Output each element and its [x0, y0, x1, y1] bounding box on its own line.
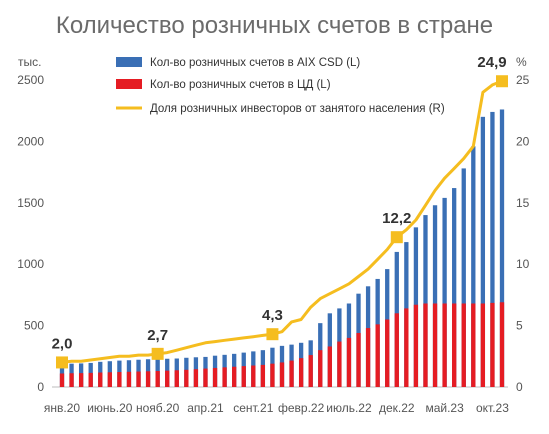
bar-cd: [461, 303, 466, 387]
bar-cd: [413, 304, 419, 387]
bar-aix-csd: [432, 205, 438, 387]
annotation-marker: [496, 75, 508, 88]
bar-cd: [337, 341, 342, 387]
annotation-label: 12,2: [382, 210, 411, 227]
bar-cd: [136, 371, 141, 387]
bar-cd: [126, 371, 132, 387]
bar-cd: [356, 332, 361, 387]
bar-cd: [385, 319, 390, 387]
bar-cd: [318, 350, 323, 387]
bar-cd: [232, 366, 237, 387]
bar-aix-csd: [423, 215, 428, 387]
bar-cd: [394, 313, 399, 387]
bar-cd: [260, 364, 266, 387]
bar-cd: [117, 372, 122, 387]
chart-title: Количество розничных счетов в стране: [55, 12, 494, 39]
bar-cd: [88, 372, 93, 387]
y-left-tick-label: 2500: [17, 73, 44, 87]
bar-cd: [212, 367, 218, 387]
bar-cd: [155, 371, 160, 387]
bar-cd: [432, 303, 438, 387]
bar-cd: [69, 373, 74, 387]
bar-cd: [480, 303, 486, 387]
annotation-marker: [390, 231, 403, 244]
y-left-unit: тыс.: [18, 55, 41, 69]
bar-cd: [490, 302, 495, 387]
y-left-tick-label: 500: [24, 319, 44, 333]
bar-cd: [174, 370, 179, 387]
bar-aix-csd: [490, 111, 495, 387]
x-tick-label: сент.21: [233, 401, 273, 415]
bar-cd: [442, 303, 447, 387]
legend-swatch-cd: [116, 79, 142, 89]
bar-cd: [59, 373, 65, 387]
y-right-tick-label: 5: [516, 319, 523, 333]
bar-aix-csd: [461, 168, 466, 387]
annotation-marker: [151, 347, 164, 360]
bar-cd: [499, 302, 505, 387]
x-tick-label: нояб.20: [136, 401, 180, 415]
bar-cd: [78, 373, 84, 387]
legend-label-cd: Кол-во розничных счетов в ЦД (L): [150, 79, 331, 91]
annotation-label: 2,0: [52, 335, 73, 352]
annotation-marker: [56, 356, 68, 369]
annotation-label: 2,7: [147, 327, 168, 344]
y-left-tick-label: 1000: [17, 257, 44, 271]
legend-label-share: Доля розничных инвесторов от занятого на…: [150, 103, 445, 115]
bar-aix-csd: [442, 197, 447, 387]
bar-cd: [375, 324, 380, 387]
bar-cd: [98, 372, 103, 387]
annotation-marker: [266, 328, 279, 341]
annotation-label: 4,3: [262, 307, 283, 324]
bar-aix-csd: [452, 188, 457, 387]
legend-swatch-aix-csd: [116, 57, 142, 67]
bar-cd: [145, 371, 151, 387]
bar-cd: [346, 337, 352, 387]
y-right-tick-label: 10: [516, 257, 530, 271]
annotation-label: 24,9: [477, 54, 506, 71]
x-tick-label: июнь.20: [87, 401, 133, 415]
y-left-tick-label: 2000: [17, 134, 44, 148]
bar-cd: [423, 303, 428, 387]
x-tick-label: янв.20: [44, 401, 81, 415]
bar-cd: [471, 303, 476, 387]
bar-cd: [222, 367, 227, 387]
bar-cd: [365, 328, 371, 387]
x-tick-label: май.23: [425, 401, 464, 415]
bar-cd: [298, 358, 304, 387]
bar-aix-csd: [499, 109, 505, 388]
x-tick-label: февр.22: [278, 401, 325, 415]
bar-aix-csd: [471, 146, 476, 387]
y-left-tick-label: 1500: [17, 196, 44, 210]
bar-cd: [404, 308, 409, 387]
bar-cd: [289, 360, 294, 387]
y-left-tick-label: 0: [37, 380, 44, 394]
bar-cd: [270, 363, 275, 387]
bar-cd: [279, 362, 285, 387]
bar-cd: [327, 346, 332, 387]
x-tick-label: июль.22: [326, 401, 372, 415]
bar-cd: [184, 369, 189, 387]
x-tick-label: апр.21: [187, 401, 224, 415]
y-right-tick-label: 15: [516, 196, 530, 210]
bar-cd: [308, 355, 313, 387]
y-right-unit: %: [516, 55, 527, 69]
bar-cd: [203, 368, 208, 387]
bar-cd: [241, 366, 246, 387]
x-tick-label: окт.23: [476, 401, 509, 415]
bar-cd: [165, 370, 170, 387]
bar-cd: [251, 365, 256, 387]
bar-aix-csd: [480, 116, 486, 387]
legend-label-aix-csd: Кол-во розничных счетов в AIX CSD (L): [150, 57, 360, 69]
y-right-tick-label: 0: [516, 380, 523, 394]
bar-cd: [107, 372, 112, 387]
x-tick-label: дек.22: [379, 401, 415, 415]
y-right-tick-label: 20: [516, 134, 530, 148]
bar-cd: [193, 369, 199, 387]
series-line-share: [61, 79, 503, 364]
y-right-tick-label: 25: [516, 73, 530, 87]
bar-cd: [452, 303, 457, 387]
